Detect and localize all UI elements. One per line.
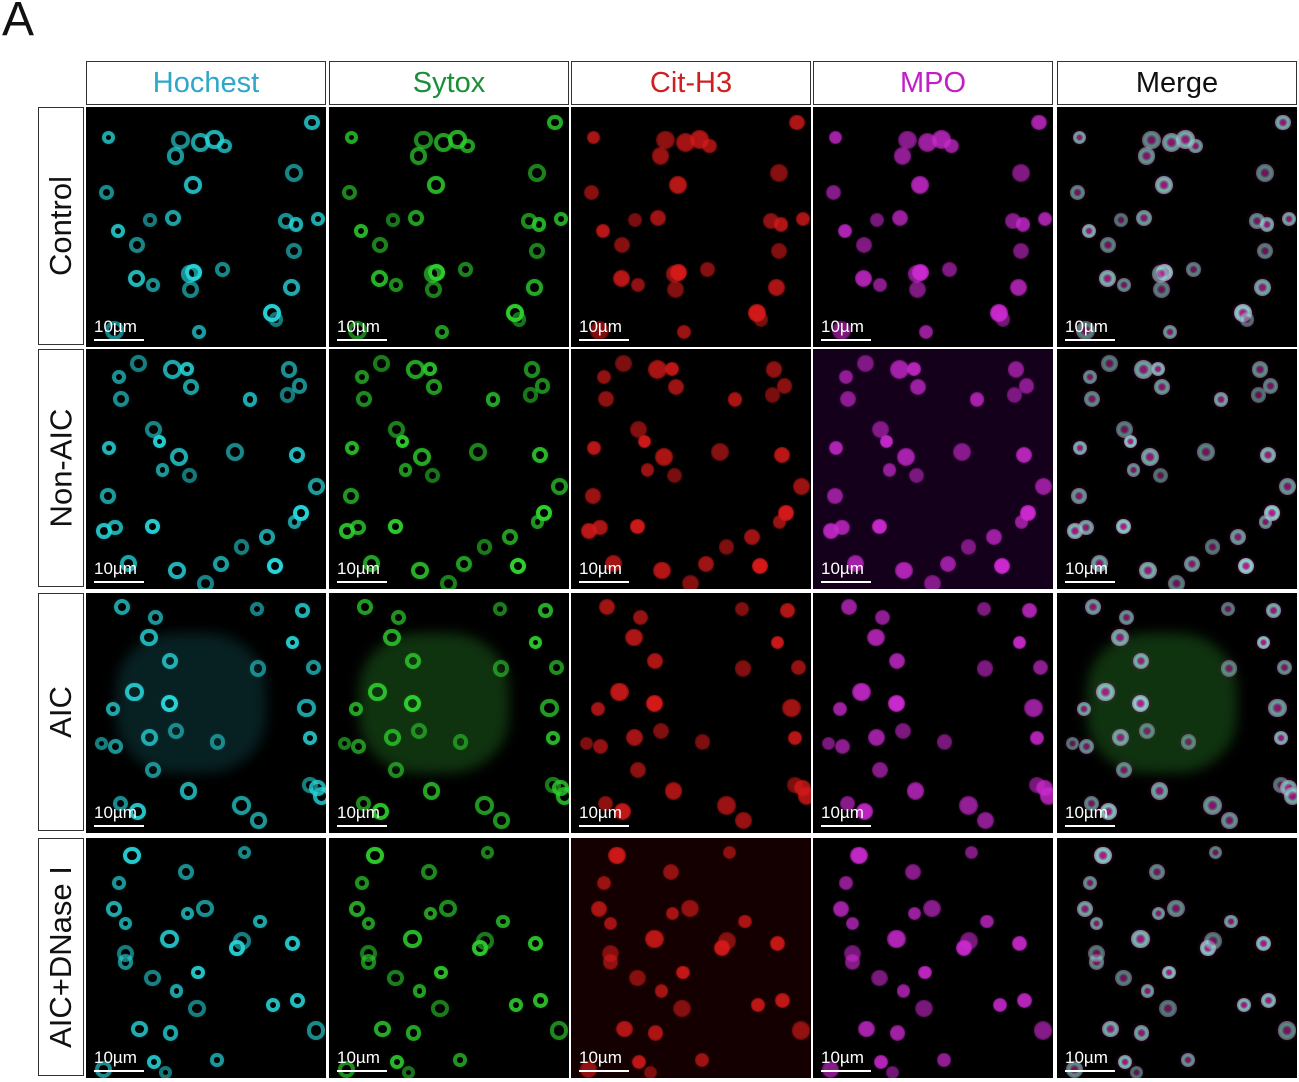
scale-bar-label: 10µm	[94, 317, 137, 336]
micrograph-non-aic-merge: 10µm	[1057, 349, 1297, 589]
scale-bar-line	[821, 581, 871, 583]
column-header-merge: Merge	[1057, 61, 1297, 105]
scale-bar: 10µm	[579, 803, 629, 827]
scale-bar-line	[337, 581, 387, 583]
micrograph-aic-merge: 10µm	[1057, 593, 1297, 833]
scale-bar-label: 10µm	[579, 1048, 622, 1067]
scale-bar-line	[1065, 825, 1115, 827]
scale-bar: 10µm	[821, 803, 871, 827]
net-smear	[116, 633, 266, 773]
scale-bar-line	[579, 581, 629, 583]
scale-bar: 10µm	[94, 317, 144, 341]
micrograph-non-aic-sytox: 10µm	[329, 349, 569, 589]
scale-bar: 10µm	[337, 1048, 387, 1072]
scale-bar: 10µm	[1065, 803, 1115, 827]
scale-bar: 10µm	[337, 317, 387, 341]
micrograph-aic-dnase-i-sytox: 10µm	[329, 838, 569, 1078]
scale-bar: 10µm	[1065, 317, 1115, 341]
scale-bar: 10µm	[821, 1048, 871, 1072]
micrograph-aic-sytox: 10µm	[329, 593, 569, 833]
scale-bar-label: 10µm	[821, 803, 864, 822]
scale-bar: 10µm	[579, 559, 629, 583]
scale-bar-line	[1065, 581, 1115, 583]
scale-bar: 10µm	[1065, 1048, 1115, 1072]
scale-bar-line	[579, 1070, 629, 1072]
scale-bar-label: 10µm	[337, 1048, 380, 1067]
scale-bar-line	[337, 1070, 387, 1072]
scale-bar-line	[821, 825, 871, 827]
micrograph-control-hochest: 10µm	[86, 107, 326, 347]
net-smear	[1087, 633, 1237, 773]
scale-bar-label: 10µm	[94, 803, 137, 822]
micrograph-control-mpo: 10µm	[813, 107, 1053, 347]
column-header-sytox: Sytox	[329, 61, 569, 105]
scale-bar-label: 10µm	[579, 559, 622, 578]
column-header-hochest: Hochest	[86, 61, 326, 105]
scale-bar-label: 10µm	[821, 1048, 864, 1067]
scale-bar: 10µm	[579, 317, 629, 341]
column-header-cit-h3: Cit-H3	[571, 61, 811, 105]
panel-letter: A	[2, 0, 35, 46]
row-label-aic: AIC	[38, 593, 84, 831]
scale-bar-label: 10µm	[1065, 803, 1108, 822]
scale-bar-line	[94, 581, 144, 583]
scale-bar-label: 10µm	[821, 317, 864, 336]
scale-bar-line	[821, 1070, 871, 1072]
scale-bar-line	[1065, 339, 1115, 341]
scale-bar-label: 10µm	[1065, 559, 1108, 578]
scale-bar-line	[94, 825, 144, 827]
scale-bar-label: 10µm	[337, 559, 380, 578]
scale-bar: 10µm	[579, 1048, 629, 1072]
micrograph-non-aic-hochest: 10µm	[86, 349, 326, 589]
row-label-aic-dnase-i: AIC+DNase I	[38, 838, 84, 1076]
scale-bar-label: 10µm	[1065, 1048, 1108, 1067]
scale-bar-line	[94, 1070, 144, 1072]
row-label-control: Control	[38, 107, 84, 345]
scale-bar-label: 10µm	[579, 317, 622, 336]
scale-bar: 10µm	[821, 559, 871, 583]
column-header-mpo: MPO	[813, 61, 1053, 105]
scale-bar-line	[1065, 1070, 1115, 1072]
micrograph-aic-dnase-i-hochest: 10µm	[86, 838, 326, 1078]
row-label-text: AIC	[43, 686, 78, 738]
micrograph-aic-cit-h3: 10µm	[571, 593, 811, 833]
scale-bar-line	[579, 825, 629, 827]
scale-bar-line	[821, 339, 871, 341]
micrograph-control-cit-h3: 10µm	[571, 107, 811, 347]
scale-bar-label: 10µm	[94, 559, 137, 578]
scale-bar-line	[337, 825, 387, 827]
row-label-text: Control	[43, 176, 78, 276]
scale-bar-label: 10µm	[337, 803, 380, 822]
micrograph-aic-mpo: 10µm	[813, 593, 1053, 833]
scale-bar-line	[579, 339, 629, 341]
scale-bar-label: 10µm	[579, 803, 622, 822]
micrograph-aic-dnase-i-merge: 10µm	[1057, 838, 1297, 1078]
row-label-non-aic: Non-AIC	[38, 349, 84, 587]
scale-bar: 10µm	[94, 1048, 144, 1072]
scale-bar: 10µm	[94, 803, 144, 827]
scale-bar: 10µm	[1065, 559, 1115, 583]
scale-bar-label: 10µm	[337, 317, 380, 336]
scale-bar-label: 10µm	[94, 1048, 137, 1067]
micrograph-control-sytox: 10µm	[329, 107, 569, 347]
scale-bar: 10µm	[337, 803, 387, 827]
row-label-text: AIC+DNase I	[43, 866, 79, 1048]
scale-bar-label: 10µm	[821, 559, 864, 578]
micrograph-aic-dnase-i-mpo: 10µm	[813, 838, 1053, 1078]
net-smear	[359, 633, 509, 773]
row-label-text: Non-AIC	[43, 408, 78, 528]
scale-bar: 10µm	[821, 317, 871, 341]
scale-bar: 10µm	[337, 559, 387, 583]
micrograph-non-aic-cit-h3: 10µm	[571, 349, 811, 589]
scale-bar: 10µm	[94, 559, 144, 583]
micrograph-aic-hochest: 10µm	[86, 593, 326, 833]
micrograph-non-aic-mpo: 10µm	[813, 349, 1053, 589]
micrograph-aic-dnase-i-cit-h3: 10µm	[571, 838, 811, 1078]
scale-bar-line	[94, 339, 144, 341]
scale-bar-line	[337, 339, 387, 341]
scale-bar-label: 10µm	[1065, 317, 1108, 336]
micrograph-control-merge: 10µm	[1057, 107, 1297, 347]
